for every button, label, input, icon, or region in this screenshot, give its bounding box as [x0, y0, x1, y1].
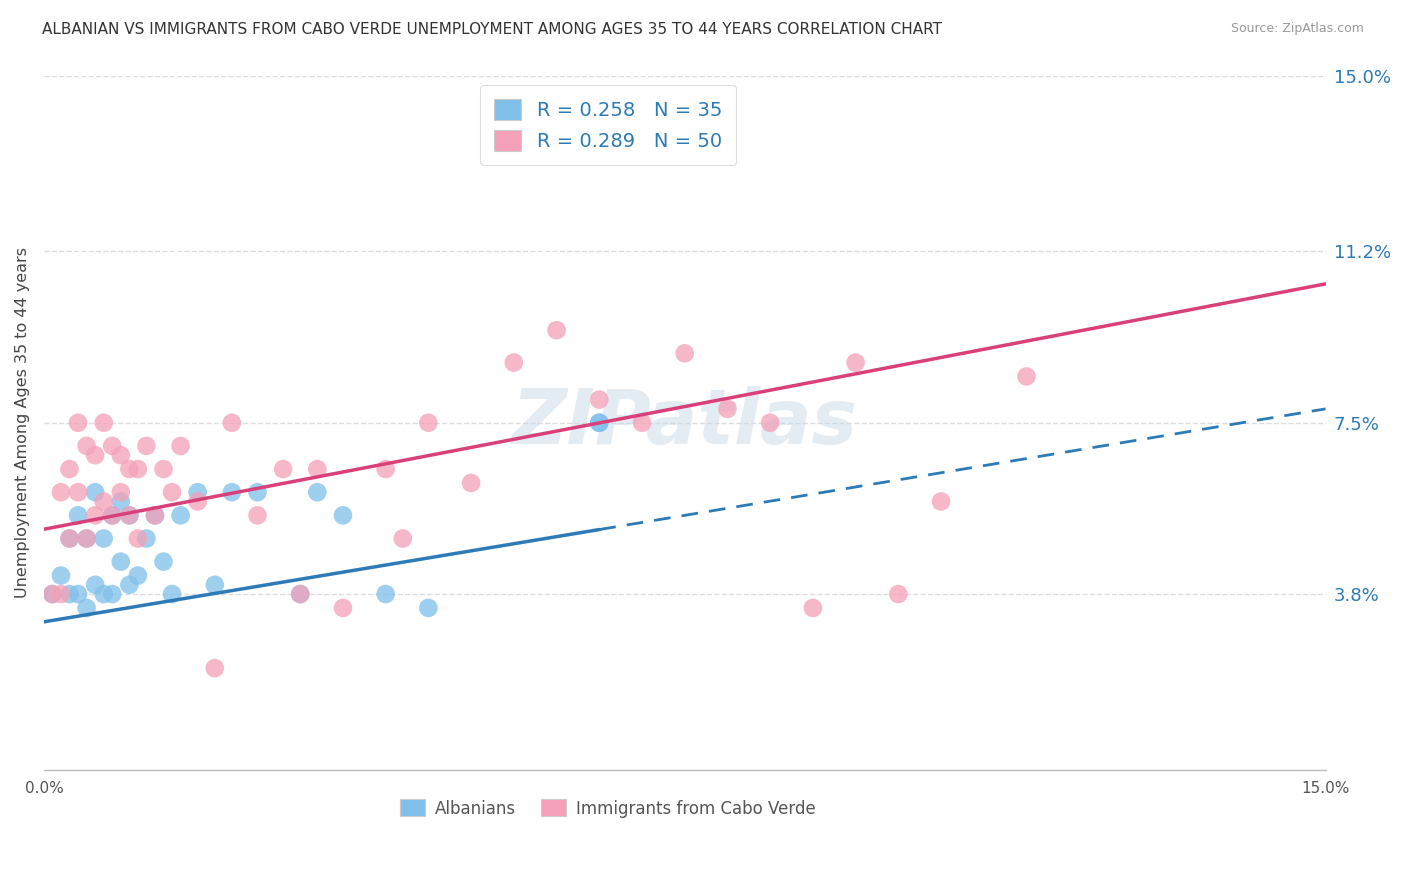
Point: [290, 587, 312, 601]
Point: [76, 532, 98, 546]
Point: [374, 462, 396, 476]
Point: [716, 401, 738, 416]
Point: [135, 439, 157, 453]
Point: [887, 587, 910, 601]
Point: [76, 601, 98, 615]
Point: [49, 568, 72, 582]
Point: [135, 532, 157, 546]
Point: [93, 587, 115, 601]
Point: [84, 448, 107, 462]
Point: [169, 439, 191, 453]
Point: [84, 508, 107, 523]
Point: [160, 587, 183, 601]
Point: [546, 323, 568, 337]
Point: [93, 416, 115, 430]
Point: [127, 462, 149, 476]
Point: [118, 462, 141, 476]
Point: [110, 485, 132, 500]
Point: [1015, 369, 1038, 384]
Point: [41, 587, 63, 601]
Point: [221, 485, 243, 500]
Text: ZIPatlas: ZIPatlas: [512, 385, 858, 459]
Point: [204, 578, 226, 592]
Point: [67, 508, 90, 523]
Point: [110, 448, 132, 462]
Point: [169, 508, 191, 523]
Point: [588, 392, 610, 407]
Point: [41, 587, 63, 601]
Point: [118, 508, 141, 523]
Point: [76, 532, 98, 546]
Point: [110, 555, 132, 569]
Point: [93, 532, 115, 546]
Legend: Albanians, Immigrants from Cabo Verde: Albanians, Immigrants from Cabo Verde: [394, 793, 823, 824]
Point: [67, 485, 90, 500]
Point: [67, 587, 90, 601]
Point: [801, 601, 824, 615]
Point: [143, 508, 166, 523]
Point: [58, 532, 80, 546]
Point: [246, 485, 269, 500]
Point: [460, 475, 482, 490]
Point: [118, 578, 141, 592]
Y-axis label: Unemployment Among Ages 35 to 44 years: Unemployment Among Ages 35 to 44 years: [15, 247, 30, 599]
Point: [391, 532, 413, 546]
Point: [127, 532, 149, 546]
Point: [307, 462, 329, 476]
Point: [127, 568, 149, 582]
Point: [271, 462, 294, 476]
Point: [152, 462, 174, 476]
Point: [143, 508, 166, 523]
Point: [631, 416, 654, 430]
Point: [49, 485, 72, 500]
Point: [67, 416, 90, 430]
Text: ALBANIAN VS IMMIGRANTS FROM CABO VERDE UNEMPLOYMENT AMONG AGES 35 TO 44 YEARS CO: ALBANIAN VS IMMIGRANTS FROM CABO VERDE U…: [42, 22, 942, 37]
Point: [58, 532, 80, 546]
Point: [673, 346, 696, 360]
Point: [187, 485, 209, 500]
Point: [187, 494, 209, 508]
Point: [502, 355, 524, 369]
Point: [84, 578, 107, 592]
Point: [759, 416, 782, 430]
Point: [101, 508, 124, 523]
Point: [374, 587, 396, 601]
Point: [418, 416, 440, 430]
Point: [246, 508, 269, 523]
Point: [290, 587, 312, 601]
Point: [332, 508, 354, 523]
Point: [929, 494, 952, 508]
Point: [204, 661, 226, 675]
Point: [160, 485, 183, 500]
Point: [93, 494, 115, 508]
Point: [307, 485, 329, 500]
Point: [58, 587, 80, 601]
Point: [588, 416, 610, 430]
Point: [101, 587, 124, 601]
Text: Source: ZipAtlas.com: Source: ZipAtlas.com: [1230, 22, 1364, 36]
Point: [101, 439, 124, 453]
Point: [110, 494, 132, 508]
Point: [49, 587, 72, 601]
Point: [84, 485, 107, 500]
Point: [101, 508, 124, 523]
Point: [418, 601, 440, 615]
Point: [332, 601, 354, 615]
Point: [58, 462, 80, 476]
Point: [588, 416, 610, 430]
Point: [221, 416, 243, 430]
Point: [76, 439, 98, 453]
Point: [118, 508, 141, 523]
Point: [845, 355, 868, 369]
Point: [152, 555, 174, 569]
